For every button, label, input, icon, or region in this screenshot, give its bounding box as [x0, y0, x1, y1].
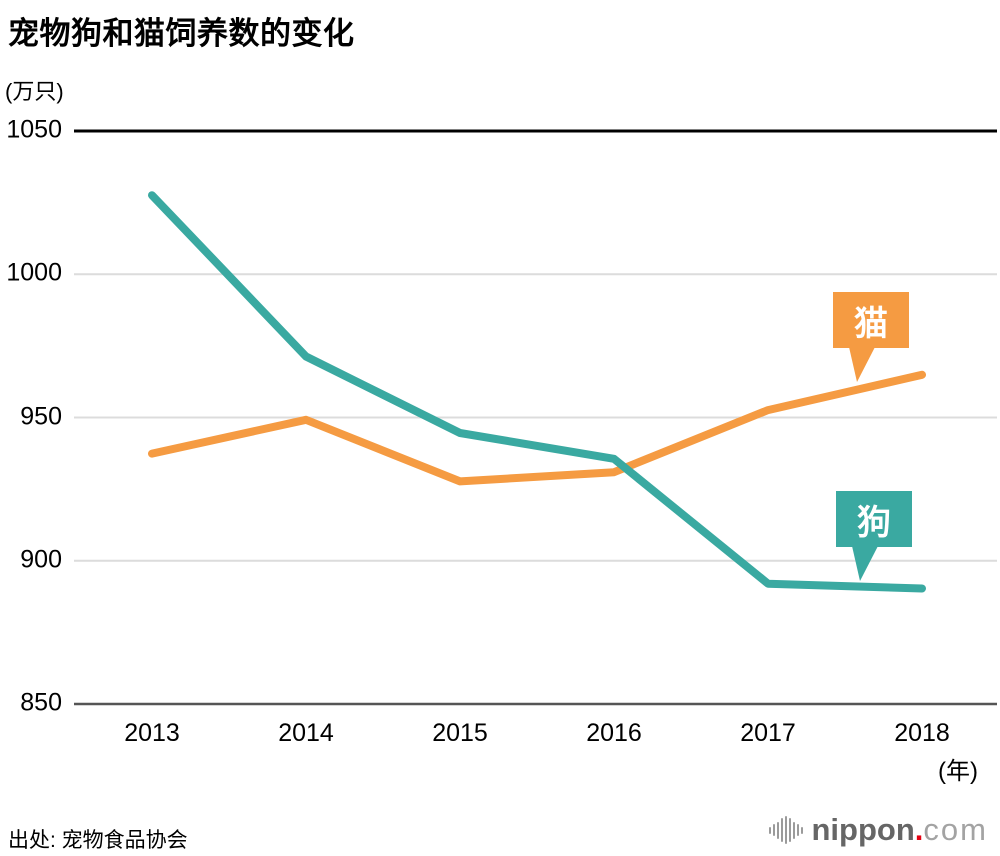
x-axis-unit-label: (年) [938, 758, 978, 785]
line-chart-plot [74, 129, 997, 706]
y-axis-tick: 950 [20, 401, 62, 430]
x-axis-tick: 2013 [124, 719, 180, 747]
x-axis-tick: 2014 [278, 719, 334, 747]
y-axis-tick: 1000 [6, 258, 62, 287]
x-axis-tick: 2015 [432, 719, 488, 747]
x-axis-tick: 2016 [586, 719, 642, 747]
y-axis-tick: 900 [20, 545, 62, 574]
page-title: 宠物狗和猫饲养数的变化 [8, 16, 355, 51]
x-axis-tick: 2018 [894, 719, 950, 747]
logo-tld-text: com [923, 812, 988, 847]
y-axis-unit-label: (万只) [5, 79, 64, 104]
y-axis-tick: 850 [20, 688, 62, 717]
logo-red-dot: . [914, 812, 924, 847]
source-attribution: 出处: 宠物食品协会 [8, 829, 188, 852]
soundwave-icon [768, 814, 803, 846]
dog-series-label: 狗 [857, 503, 891, 542]
series-lines [148, 191, 926, 593]
dog-series-label-bubble: 狗 [836, 491, 912, 581]
cat-series-label: 猫 [854, 304, 888, 343]
nippon-com-logo: nippon.com [768, 810, 989, 850]
x-axis-tick: 2017 [740, 719, 796, 747]
y-axis-tick: 1050 [6, 115, 62, 144]
gridlines [74, 129, 997, 706]
logo-name-text: nippon [811, 812, 915, 847]
cat-series-label-bubble: 猫 [833, 292, 909, 382]
